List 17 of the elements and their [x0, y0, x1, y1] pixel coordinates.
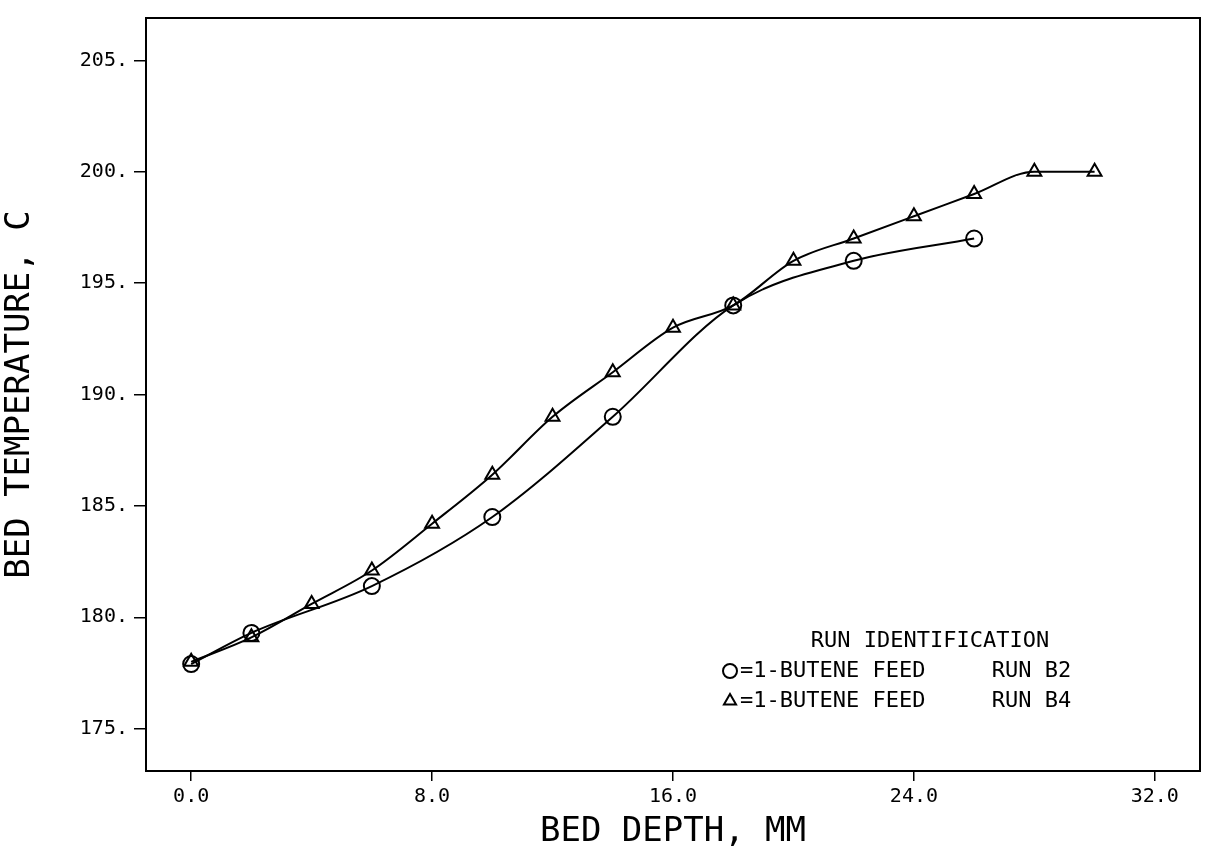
x-axis-title: BED DEPTH, MM — [539, 809, 807, 850]
legend-label: =1-BUTENE FEED RUN B2 — [740, 656, 1072, 682]
y-tick-label: 185. — [79, 492, 128, 517]
x-tick-label: 8.0 — [414, 783, 451, 808]
y-tick-label: 195. — [79, 269, 128, 294]
x-tick-label: 0.0 — [173, 783, 210, 808]
y-axis-title: BED TEMPERATURE, C — [0, 210, 38, 579]
legend-title: RUN IDENTIFICATION — [810, 626, 1050, 652]
y-tick-label: 190. — [79, 380, 128, 405]
x-tick-label: 16.0 — [648, 783, 698, 808]
y-tick-label: 175. — [79, 714, 128, 739]
legend-label: =1-BUTENE FEED RUN B4 — [740, 686, 1072, 712]
x-tick-label: 24.0 — [889, 783, 938, 808]
y-tick-label: 205. — [79, 46, 128, 71]
y-tick-label: 200. — [79, 157, 128, 182]
x-tick-label: 32.0 — [1130, 783, 1179, 808]
y-tick-label: 180. — [79, 603, 128, 628]
